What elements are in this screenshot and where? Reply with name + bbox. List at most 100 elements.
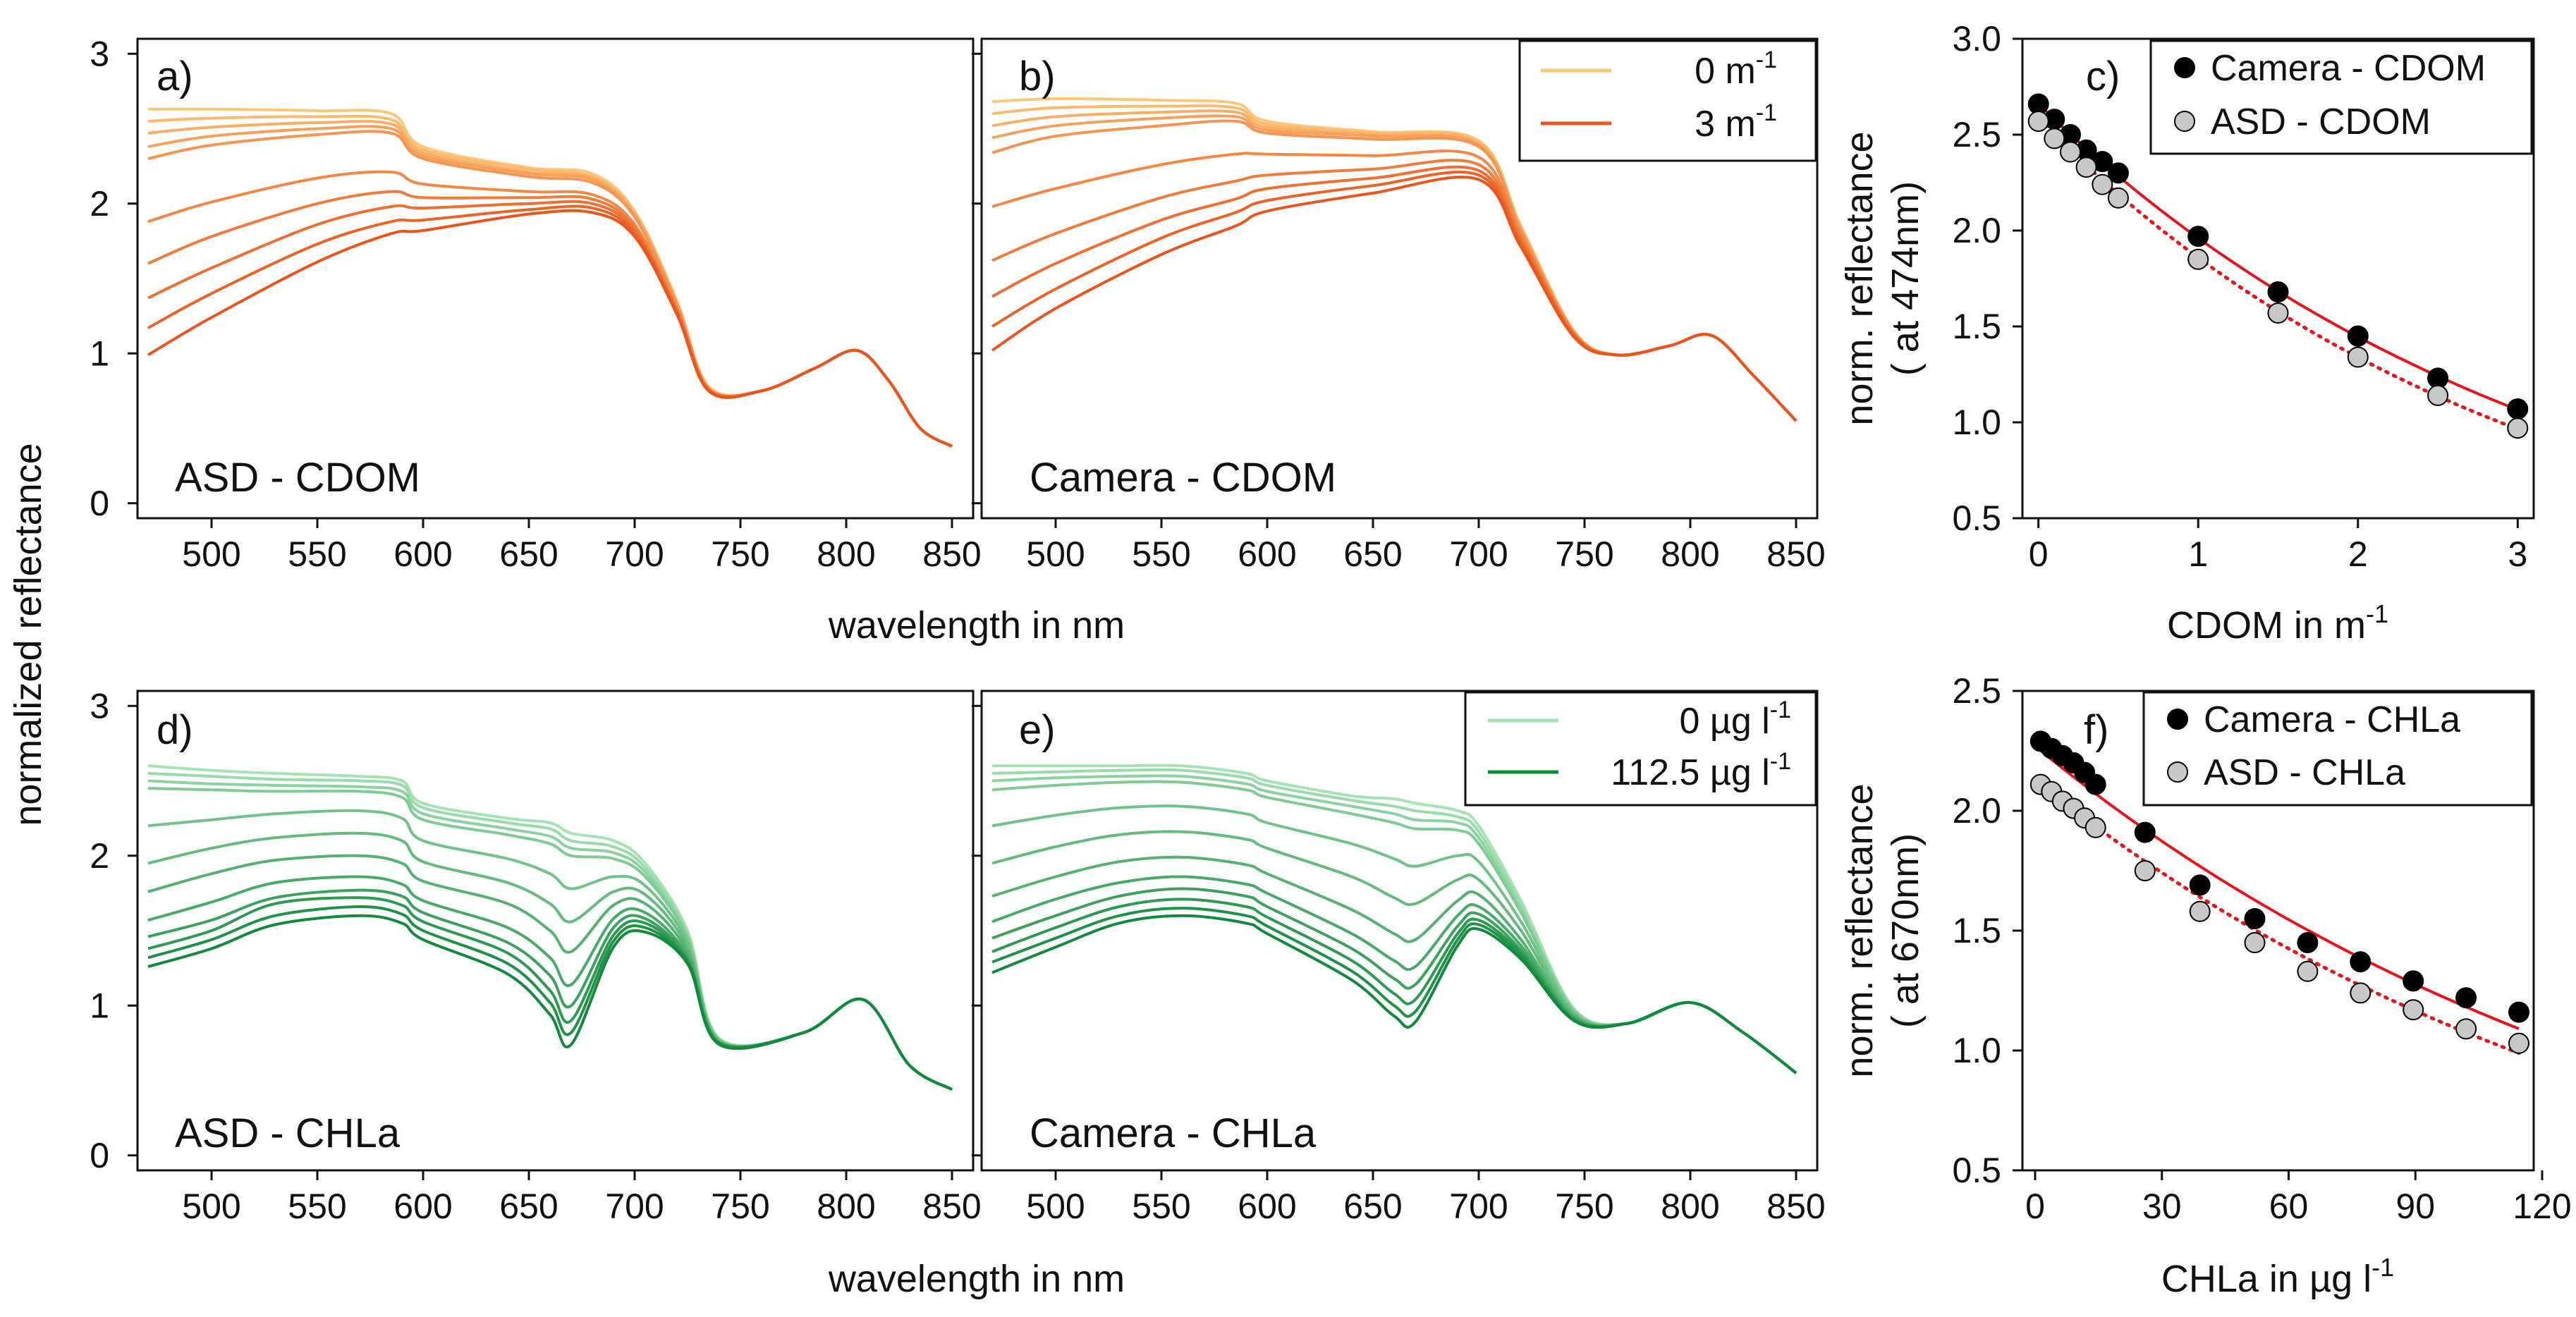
panel-f-ticks: 0 30 60 90 120 0.5 1.0 1.5 2.0 2.5 — [1952, 671, 2571, 1226]
panel-b-xtick-label-7: 850 — [1766, 534, 1825, 574]
panel-f-legend-marker-0 — [2167, 709, 2188, 730]
panel-e-legend-label-0-sup: -1 — [1770, 697, 1791, 723]
panel-c-xlabel-main: CDOM in m — [2167, 604, 2366, 647]
panel-c-legend-label-1: ASD - CDOM — [2211, 102, 2431, 142]
panel-f-ylabel-line1: norm. reflectance — [1838, 783, 1881, 1077]
panel-e-title: Camera - CHLa — [1030, 1110, 1317, 1156]
panel-f-chla-scatter: 0 30 60 90 120 0.5 1.0 1.5 2.0 2.5 f) norm. refle… — [1838, 671, 2572, 1300]
panel-c-point-camera-6 — [2187, 226, 2209, 247]
panel-f-xtick-label-3: 90 — [2395, 1187, 2435, 1226]
panel-b-legend-label-0-sup: -1 — [1756, 47, 1777, 73]
panel-e-letter: e) — [1019, 707, 1056, 753]
panel-c-frame — [2021, 37, 2535, 520]
panel-c-legend-marker-0 — [2174, 57, 2195, 78]
panel-f-point-camera-9 — [2297, 932, 2319, 953]
panel-b-xtick-label-3: 650 — [1343, 534, 1402, 574]
panel-f-xlabel-sup: -1 — [2371, 1253, 2394, 1282]
panel-f-point-camera-12 — [2455, 987, 2477, 1009]
panel-a-xtick-label-0: 500 — [182, 534, 240, 574]
panel-b-legend-label-1: 3 m-1 — [1695, 99, 1777, 145]
panel-d-xtick-label-6: 800 — [817, 1187, 875, 1226]
panel-d-series-line-3 — [147, 787, 953, 1091]
panel-b-series-line-5 — [991, 149, 1797, 422]
panel-e-xtick-label-1: 550 — [1132, 1187, 1190, 1226]
panel-f-xlabel: CHLa in µg l-1 — [2161, 1253, 2394, 1300]
panel-a-ytick-label-2: 2 — [90, 184, 109, 223]
panel-b-legend-label-0: 0 m-1 — [1695, 47, 1777, 92]
panel-f-fits — [2039, 749, 2521, 1055]
panel-c-point-asd-0 — [2027, 111, 2049, 132]
panel-a-series-line-6 — [147, 190, 953, 448]
panel-c-xtick-label-2: 2 — [2348, 534, 2368, 574]
panel-c-point-camera-5 — [2107, 162, 2129, 184]
panel-a-series-line-4 — [147, 130, 953, 448]
panel-e-xtick-label-6: 800 — [1661, 1187, 1719, 1226]
panel-a-series-line-7 — [147, 200, 953, 448]
panel-c-letter: c) — [2086, 54, 2120, 99]
panel-b-frame — [980, 37, 1819, 520]
panel-a-xtick-label-7: 850 — [922, 534, 981, 574]
panel-f-ylabel-line2: ( at 670nm) — [1884, 833, 1927, 1028]
panel-a-ticks: 500 550 600 650 700 750 800 850 0 1 2 3 — [90, 34, 982, 574]
panel-e-legend-label-1-main: 112.5 µg l — [1611, 752, 1770, 793]
panel-a-ytick-label-0: 0 — [90, 484, 109, 523]
panel-d-ytick-label-2: 2 — [90, 836, 109, 876]
panel-c-ytick-label-1: 1.0 — [1952, 403, 2001, 442]
panel-a-ytick-label-3: 3 — [90, 34, 109, 73]
panel-d-xtick-label-2: 600 — [393, 1187, 452, 1226]
panel-b-ticks: 500 550 600 650 700 750 800 850 — [972, 52, 1826, 574]
panel-d-xtick-label-4: 700 — [605, 1187, 664, 1226]
panel-d-ytick-label-1: 1 — [90, 986, 109, 1025]
panel-f-letter: f) — [2084, 707, 2108, 753]
panel-c-xtick-label-3: 3 — [2508, 534, 2527, 574]
panel-e-xtick-label-7: 850 — [1766, 1187, 1825, 1226]
panel-c-point-asd-4 — [2092, 173, 2113, 195]
panel-c-point-asd-8 — [2347, 346, 2369, 368]
panel-b-curves — [991, 97, 1797, 422]
panel-a-series-line-1 — [147, 114, 953, 448]
panel-d-series-line-6 — [147, 854, 953, 1091]
panel-f-point-asd-10 — [2350, 982, 2371, 1004]
panel-b-xtick-label-5: 750 — [1555, 534, 1613, 574]
panel-f-point-asd-13 — [2508, 1032, 2529, 1054]
panel-c-point-asd-6 — [2187, 248, 2209, 270]
panel-a-xtick-label-4: 700 — [605, 534, 664, 574]
panel-f-xlabel-main: CHLa in µg l — [2161, 1258, 2371, 1300]
panel-c-ytick-label-5: 3.0 — [1952, 19, 2001, 59]
panel-c-point-asd-1 — [2044, 128, 2065, 149]
panel-d-xtick-label-3: 650 — [499, 1187, 558, 1226]
panel-c-ticks: 0 1 2 3 0.5 1.0 1.5 2.0 2.5 3.0 — [1952, 19, 2527, 574]
panel-f-fit-camera — [2039, 749, 2520, 1030]
panel-a-frame — [136, 37, 975, 520]
panel-a-title: ASD - CDOM — [175, 455, 420, 501]
panel-b-series-line-9 — [991, 176, 1797, 422]
panel-a-curves — [147, 107, 953, 448]
panel-d-series-line-4 — [147, 809, 953, 1091]
panel-c-ytick-label-4: 2.5 — [1952, 115, 2001, 154]
panel-d-curves — [147, 764, 953, 1091]
panel-b-legend-label-1-main: 3 m — [1695, 104, 1756, 145]
panel-f-point-camera-7 — [2189, 874, 2211, 896]
panel-a-ytick-label-1: 1 — [90, 333, 109, 373]
panel-d-ticks: 500 550 600 650 700 750 800 850 0 1 2 3 — [90, 686, 982, 1226]
panel-c-point-asd-10 — [2507, 417, 2529, 439]
panel-e-xtick-label-3: 650 — [1343, 1187, 1402, 1226]
panel-a-series-line-0 — [147, 107, 953, 448]
panel-d-ytick-label-3: 3 — [90, 686, 109, 725]
panel-a-asd-cdom: 500 550 600 650 700 750 800 850 0 1 2 3 a) ASD - CD… — [90, 34, 982, 574]
panel-e-series-line-6 — [991, 855, 1797, 1074]
panel-f-point-camera-6 — [2134, 821, 2156, 843]
panel-f-point-camera-5 — [2084, 773, 2106, 795]
panel-d-ytick-label-0: 0 — [90, 1136, 109, 1175]
panel-a-xtick-label-3: 650 — [499, 534, 558, 574]
panel-f-xtick-label-1: 30 — [2142, 1187, 2182, 1226]
panel-c-cdom-scatter: 0 1 2 3 0.5 1.0 1.5 2.0 2.5 3.0 c) norm. reflecta… — [1838, 19, 2535, 647]
panel-d-series-line-7 — [147, 875, 953, 1091]
panel-f-legend-box — [2142, 691, 2533, 807]
panel-f-point-asd-7 — [2189, 900, 2211, 922]
panel-c-point-asd-2 — [2060, 141, 2081, 163]
panel-f-ytick-label-3: 2.0 — [1952, 791, 2001, 831]
panel-d-letter: d) — [157, 707, 193, 753]
panel-e-xtick-label-0: 500 — [1026, 1187, 1085, 1226]
